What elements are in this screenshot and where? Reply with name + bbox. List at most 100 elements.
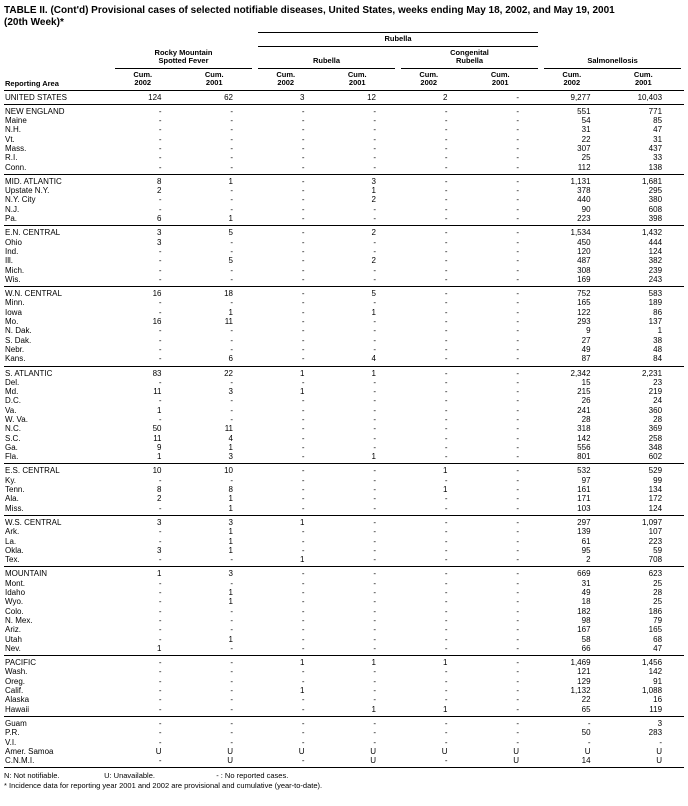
value-cell: -	[444, 246, 448, 256]
value-cell: 12	[367, 92, 376, 102]
value-cell: 27	[581, 335, 591, 345]
reporting-area-cell: Upstate N.Y.	[5, 186, 50, 196]
table-row: N.H. - - - - - - 31 47	[4, 125, 684, 134]
value-cell: 583	[648, 289, 663, 299]
table-row: Minn. - - - - - - 165 189	[4, 298, 684, 307]
value-cell: -	[444, 625, 448, 635]
value-cell: -	[301, 153, 305, 163]
value-cell: 86	[653, 307, 663, 317]
value-cell: -	[444, 326, 448, 336]
table-row: Miss. - 1 - - - - 103 124	[4, 504, 684, 516]
table-row: Mass. - - - - - - 307 437	[4, 144, 684, 153]
value-cell: 120	[577, 246, 591, 256]
value-cell: -	[373, 265, 376, 275]
value-cell: 3	[657, 718, 663, 728]
value-cell: 59	[653, 545, 663, 555]
value-cell: -	[444, 405, 448, 415]
reporting-area-cell: Conn.	[5, 162, 27, 172]
value-cell: -	[230, 195, 233, 205]
value-cell: -	[230, 186, 233, 196]
value-cell: -	[516, 625, 520, 635]
reporting-area-cell: Del.	[5, 377, 20, 387]
value-cell: 26	[581, 396, 591, 406]
value-cell: 1	[371, 368, 376, 378]
value-cell: 16	[152, 289, 162, 299]
value-cell: 49	[581, 588, 591, 598]
value-cell: 129	[577, 676, 591, 686]
reporting-area-cell: MID. ATLANTIC	[5, 176, 62, 186]
reporting-area-cell: NEW ENGLAND	[5, 106, 65, 116]
value-cell: 1,469	[570, 658, 591, 668]
value-cell: 22	[224, 368, 233, 378]
value-cell: U	[155, 746, 162, 756]
value-cell: 31	[581, 125, 591, 135]
subcol-header-cum-2002: Cum. 2002	[398, 68, 470, 91]
value-cell: -	[230, 344, 233, 354]
value-cell: -	[516, 116, 520, 126]
value-cell: -	[301, 643, 305, 653]
value-cell: -	[230, 125, 233, 135]
value-cell: 165	[648, 625, 663, 635]
notifiable-diseases-table: Reporting Area Rubella Rocky Mountain Sp…	[4, 32, 685, 769]
value-cell: -	[373, 116, 376, 126]
value-cell: 801	[577, 452, 591, 462]
table-row: Md. 11 3 1 - - - 215 219	[4, 387, 684, 396]
value-cell: -	[444, 176, 448, 186]
reporting-area-cell: Ala.	[5, 494, 19, 504]
value-cell: -	[516, 195, 520, 205]
table-row: Va. 1 - - - - - 241 360	[4, 406, 684, 415]
value-cell: -	[158, 597, 162, 607]
value-cell: 122	[577, 307, 591, 317]
value-cell: 95	[581, 545, 591, 555]
value-cell: -	[301, 704, 305, 714]
value-cell: -	[230, 396, 233, 406]
value-cell: -	[301, 625, 305, 635]
value-cell: -	[158, 555, 162, 565]
rubella-spanner-label: Rubella	[258, 32, 539, 47]
value-cell: 1	[157, 452, 162, 462]
reporting-area-cell: W.S. CENTRAL	[5, 517, 62, 527]
legend-not-notifiable: N: Not notifiable.	[4, 771, 60, 781]
value-cell: -	[301, 415, 305, 424]
table-row: Ark. - 1 - - - - 139 107	[4, 527, 684, 536]
reporting-area-cell: Vt.	[5, 134, 15, 144]
value-cell: 1	[300, 686, 305, 696]
value-cell: 14	[581, 756, 591, 766]
header-subcol-row: Cum. 2002 Cum. 2001 Cum. 2002 Cum. 2001 …	[4, 68, 685, 91]
value-cell: -	[516, 106, 520, 116]
value-cell: -	[158, 737, 162, 747]
value-cell: -	[516, 387, 520, 397]
value-cell: 1	[371, 452, 376, 462]
value-cell: -	[158, 615, 162, 625]
table-row: Ga. 9 1 - - - - 556 348	[4, 443, 684, 452]
reporting-area-cell: Ky.	[5, 475, 16, 485]
value-cell: 1	[300, 517, 305, 527]
value-cell: 608	[648, 204, 663, 214]
value-cell: 219	[648, 387, 663, 397]
value-cell: -	[158, 658, 162, 668]
value-cell: 1,088	[642, 686, 663, 696]
reporting-area-cell: Tex.	[5, 555, 20, 565]
value-cell: -	[301, 204, 305, 214]
value-cell: -	[516, 143, 520, 153]
value-cell: U	[513, 756, 520, 766]
value-cell: 107	[648, 527, 663, 537]
value-cell: -	[373, 536, 376, 546]
value-cell: -	[301, 195, 305, 205]
value-cell: -	[158, 676, 162, 686]
value-cell: -	[301, 335, 305, 345]
table-row: N. Mex. - - - - - - 98 79	[4, 616, 684, 625]
value-cell: U	[227, 746, 233, 756]
group-header-salmonellosis: Salmonellosis	[541, 47, 684, 69]
reporting-area-cell: Okla.	[5, 545, 24, 555]
table-row: Mo. 16 11 - - - - 293 137	[4, 317, 684, 326]
table-row: Vt. - - - - - - 22 31	[4, 135, 684, 144]
reporting-area-cell: R.I.	[5, 153, 18, 163]
table-row: Wis. - - - - - - 169 243	[4, 275, 684, 287]
value-cell: -	[373, 424, 376, 434]
value-cell: -	[230, 204, 233, 214]
value-cell: 11	[224, 424, 233, 434]
value-cell: -	[444, 475, 448, 485]
value-cell: -	[516, 578, 520, 588]
value-cell: -	[516, 289, 520, 299]
